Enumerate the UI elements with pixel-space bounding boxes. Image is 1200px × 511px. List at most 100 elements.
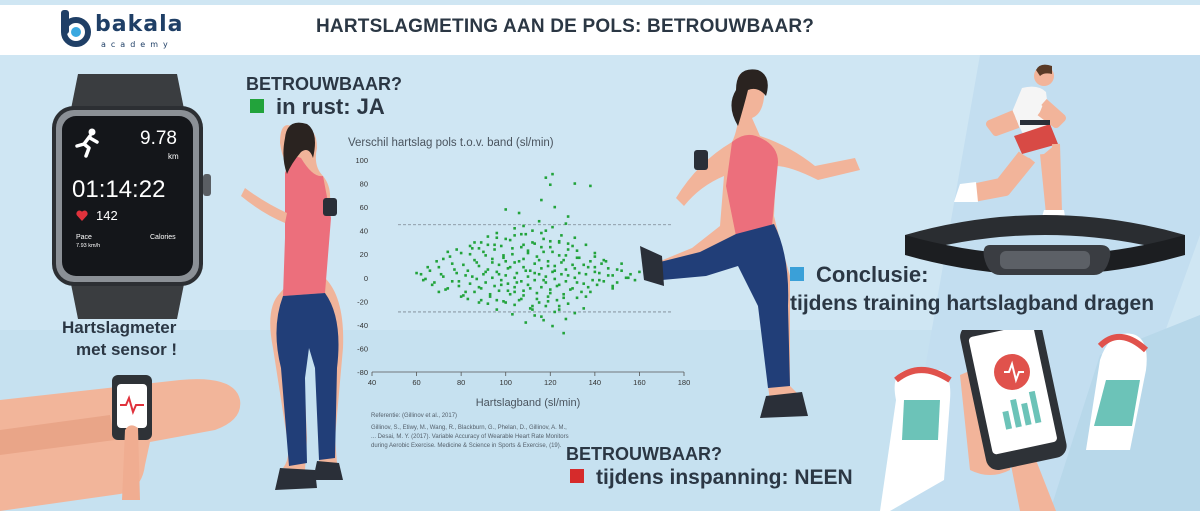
watch-caption-line1: Hartslagmeter: [62, 318, 177, 337]
scatter-point: [457, 284, 461, 288]
scatter-point: [537, 301, 541, 304]
scatter-point: [475, 277, 479, 281]
y-tick-label: -40: [357, 321, 368, 330]
scatter-point: [497, 289, 501, 293]
scatter-point: [611, 284, 614, 288]
scatter-point: [528, 307, 532, 310]
exercise-result-text: tijdens inspanning: NEEN: [596, 466, 853, 489]
scatter-point: [511, 247, 514, 250]
scatter-point: [513, 303, 516, 307]
scatter-point: [535, 297, 539, 301]
scatter-point: [553, 277, 557, 281]
scatter-point: [473, 290, 476, 294]
scatter-point: [455, 271, 458, 275]
scatter-point: [513, 285, 516, 289]
y-tick-label: 20: [360, 250, 368, 259]
scatter-point: [595, 283, 599, 287]
scatter-point: [508, 238, 512, 242]
scatter-point: [604, 259, 608, 263]
scatter-point: [504, 208, 508, 211]
scatter-point: [560, 272, 563, 276]
logo-icon: [61, 10, 91, 47]
scatter-point: [593, 251, 597, 255]
scatter-point: [582, 282, 586, 285]
scatter-point: [548, 245, 552, 249]
scatter-point: [437, 265, 441, 269]
scatter-point: [446, 250, 450, 254]
scatter-point: [591, 278, 594, 282]
scatter-point: [557, 283, 561, 287]
scatter-point: [437, 290, 441, 294]
scatter-point: [575, 296, 579, 300]
runner-icon: [75, 128, 99, 158]
page-title: HARTSLAGMETING AAN DE POLS: BETROUWBAAR?: [316, 16, 815, 37]
scatter-point: [479, 298, 483, 302]
scatter-point: [515, 281, 519, 284]
scatter-point: [548, 183, 552, 187]
heart-rate-chest-strap-illustration: [905, 215, 1185, 275]
scatter-point: [495, 236, 499, 240]
scatter-point: [573, 267, 577, 270]
scatter-point: [473, 241, 476, 244]
scatter-point: [486, 268, 490, 271]
scatter-point: [602, 258, 606, 262]
scatter-point: [564, 222, 568, 225]
scatter-point: [546, 300, 550, 303]
scatter-point: [421, 278, 425, 282]
scatter-point: [560, 261, 563, 264]
scatter-point: [560, 234, 563, 237]
scatter-point: [484, 254, 487, 257]
scatter-point: [495, 270, 499, 274]
heart-icon: [76, 210, 88, 221]
scatter-point: [562, 331, 565, 335]
scatter-point: [553, 205, 557, 209]
scatter-point: [477, 247, 481, 250]
scatter-point: [528, 269, 532, 273]
scatter-point: [584, 295, 588, 298]
scatter-point: [551, 250, 554, 254]
scatter-point: [506, 267, 510, 270]
scatter-point: [611, 287, 614, 290]
scatter-point: [602, 280, 606, 283]
scatter-point: [499, 283, 503, 287]
scatter-point: [564, 268, 568, 271]
scatter-point: [515, 271, 519, 275]
bakala-logo[interactable]: bakala academy: [57, 10, 227, 52]
scatter-point: [566, 248, 570, 251]
scatter-point: [600, 262, 603, 265]
scatter-point: [486, 302, 490, 305]
x-tick-label: 120: [544, 378, 557, 387]
scatter-point: [513, 227, 516, 230]
scatter-point: [459, 295, 463, 298]
y-tick-label: -80: [357, 368, 368, 377]
scatter-point: [555, 284, 559, 288]
scatter-point: [517, 259, 521, 263]
x-tick-label: 40: [368, 378, 376, 387]
scatter-point: [562, 258, 565, 262]
scatter-point: [462, 294, 465, 297]
scatter-point: [495, 231, 499, 235]
scatter-point: [511, 312, 514, 316]
scatter-point: [455, 248, 458, 251]
scatter-point: [551, 225, 554, 229]
x-tick-label: 60: [412, 378, 420, 387]
scatter-point: [584, 272, 588, 276]
scatter-point: [542, 318, 545, 322]
scatter-point: [522, 294, 525, 297]
scatter-point: [575, 281, 579, 284]
scatter-point: [439, 272, 443, 276]
y-tick-label: 100: [355, 156, 368, 165]
scatter-point: [593, 270, 597, 274]
scatter-point: [457, 280, 461, 283]
scatter-point: [540, 315, 543, 318]
x-tick-label: 80: [457, 378, 465, 387]
scatter-point: [520, 232, 523, 236]
scatter-point: [573, 276, 577, 280]
scatter-point: [493, 248, 496, 251]
smartwatch-icon: [52, 74, 211, 319]
x-tick-label: 160: [633, 378, 646, 387]
scatter-point: [442, 257, 445, 261]
scatter-point: [535, 255, 539, 258]
scatter-point: [551, 172, 554, 176]
scatter-point: [459, 251, 463, 255]
